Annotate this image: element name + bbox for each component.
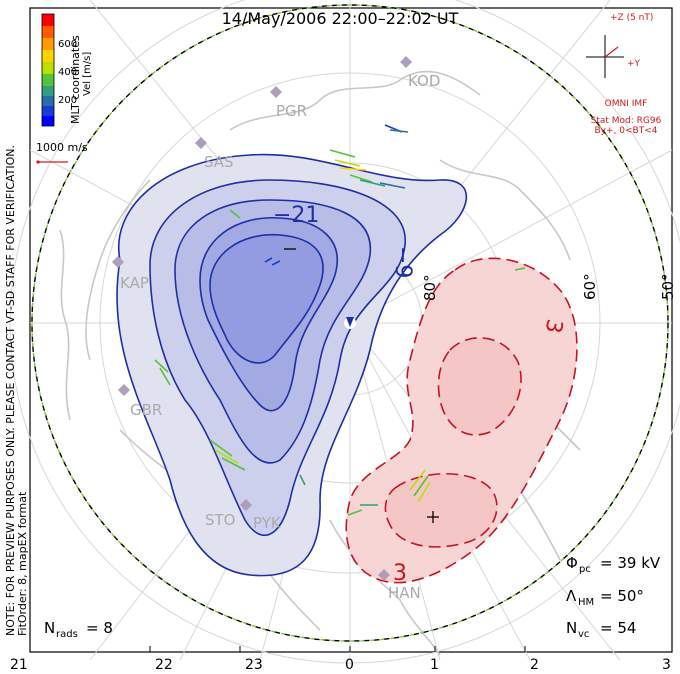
mlt-label-2: 2 <box>530 657 539 673</box>
contour-label-3a: 3 <box>540 317 567 335</box>
imf-y-label: +Y <box>627 59 641 69</box>
lat-label-60: 60° <box>581 273 599 300</box>
stat-lambda-hm: Λ HM = 50° <box>566 587 644 608</box>
mlt-label-23: 23 <box>245 657 263 673</box>
velocity-colorbar <box>41 13 55 127</box>
mlt-label-1: 1 <box>430 657 439 673</box>
station-label-kod: KOD <box>408 72 440 90</box>
velocity-vectors <box>154 124 526 516</box>
imf-z-label: +Z (5 nT) <box>610 13 653 23</box>
svg-text:= 39 kV: = 39 kV <box>600 554 661 572</box>
colorbar-tick-400: 400 <box>58 67 77 78</box>
dawn-cell-contour-inner-a <box>437 337 522 436</box>
mlt-label-22: 22 <box>155 657 173 673</box>
lat-label-50: 50° <box>659 273 677 300</box>
svg-text:vc: vc <box>578 629 589 640</box>
svg-text:pc: pc <box>579 564 591 575</box>
contour-label-minus9: −9 <box>390 246 415 278</box>
station-label-gbr: GBR <box>130 401 162 419</box>
station-label-pgr: PGR <box>276 102 307 120</box>
stat-model: Stat Mod: RG96 <box>591 116 662 126</box>
lat-label-80: 80° <box>421 274 439 301</box>
velocity-scale-label: 1000 m/s <box>36 141 88 154</box>
stat-n-rads: N rads = 8 <box>44 619 113 640</box>
svg-text:rads: rads <box>56 629 78 640</box>
dawn-cell-contour-inner-b <box>384 473 498 548</box>
stat-n-vc: N vc = 54 <box>566 619 636 640</box>
pole-pointer <box>346 317 354 327</box>
colorbar-tick-200: 200 <box>58 95 77 106</box>
hm-boundary-green <box>31 4 669 642</box>
dawn-cell <box>345 257 578 584</box>
colorbar-label: Vel [m/s] <box>82 52 93 96</box>
svg-text:= 50°: = 50° <box>600 587 644 605</box>
dusk-cell <box>116 153 468 577</box>
svg-text:= 54: = 54 <box>600 619 636 637</box>
station-label-pyk: PYK <box>253 514 282 532</box>
station-label-sto: STO <box>205 511 236 529</box>
svg-text:Φ: Φ <box>566 554 578 572</box>
imf-bin: By+, 0<BT<4 <box>595 126 658 136</box>
mlt-label-3: 3 <box>662 657 671 673</box>
map-title: 14/May/2006 22:00–22:02 UT <box>222 9 459 28</box>
coords-label: MLT coordinates <box>69 35 82 124</box>
mlt-ticks <box>149 646 526 652</box>
mlt-label-21: 21 <box>10 657 28 673</box>
svg-text:N: N <box>566 619 577 637</box>
svg-text:HM: HM <box>578 597 594 608</box>
station-label-han: HAN <box>388 584 421 602</box>
imf-vector <box>604 46 619 58</box>
dusk-cell-contour-inner <box>209 234 324 364</box>
plot-frame <box>29 7 673 653</box>
stat-phi-pc: Φ pc = 39 kV <box>566 554 661 575</box>
contour-label-minus21: −21 <box>273 203 319 228</box>
station-label-kap: KAP <box>120 274 149 292</box>
station-label-sas: SAS <box>204 153 234 171</box>
svg-text:N: N <box>44 619 55 637</box>
mlt-label-0: 0 <box>345 657 354 673</box>
svg-text:= 8: = 8 <box>86 619 113 637</box>
potential-max-marker <box>427 511 439 523</box>
fit-order-note: FitOrder: 8, mapEX format <box>16 491 29 636</box>
preview-note: NOTE: FOR PREVIEW PURPOSES ONLY. PLEASE … <box>4 145 17 636</box>
velocity-scale-dot <box>36 160 40 164</box>
svg-text:Λ: Λ <box>566 587 577 605</box>
station-markers <box>112 56 412 581</box>
imf-source: OMNI IMF <box>605 99 648 109</box>
contour-label-3b: 3 <box>393 561 407 586</box>
colorbar-tick-600: 600 <box>58 39 77 50</box>
